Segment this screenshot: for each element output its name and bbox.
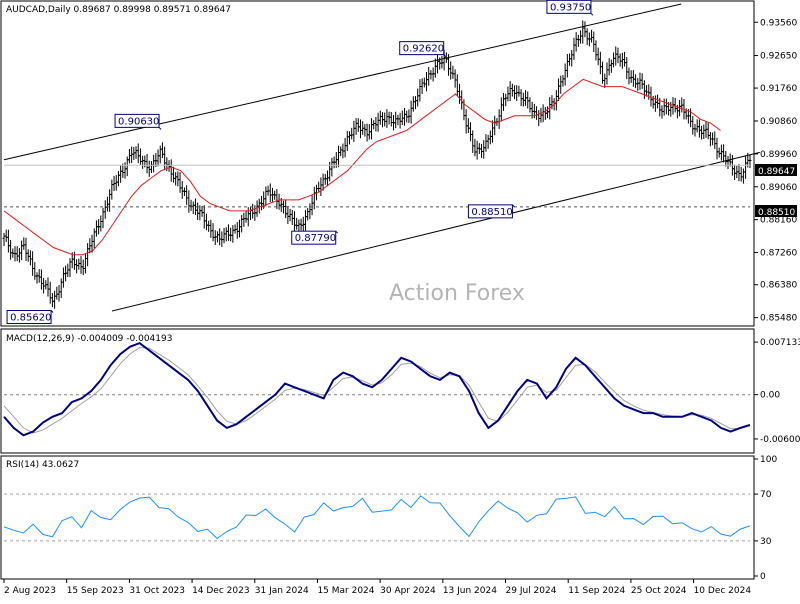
rsi-y-tick-label: 30 [760,537,772,547]
price-callout: 0.88510 [467,204,515,219]
x-tick-label: 15 Mar 2024 [317,586,374,596]
callout-label: 0.88510 [471,207,512,218]
rsi-title: RSI(14) 43.0627 [6,460,79,470]
rsi-layer [3,493,751,542]
rsi-y-tick-label: 0 [760,572,766,582]
y-tick-label: 0.89960 [760,150,797,160]
macd-y-tick-label: -0.006003 [760,435,800,445]
x-tick-label: 15 Sep 2023 [67,586,124,596]
rsi-y-tick-label: 70 [760,490,772,500]
price-callout: 0.85620 [6,309,54,324]
price-callout: 0.92620 [399,41,447,57]
x-tick-label: 14 Dec 2023 [192,586,250,596]
y-tick-label: 0.92650 [760,52,797,62]
x-tick-label: 31 Oct 2023 [129,586,185,596]
y-tick-label: 0.91760 [760,84,797,94]
macd-layer [3,341,751,437]
y-tick-label: 0.86380 [760,281,797,291]
y-tick-label: 0.90860 [760,117,797,127]
price-callout: 0.87790 [291,230,339,245]
current-price-tag: 0.89647 [758,167,795,177]
x-tick-label: 30 Apr 2024 [380,586,436,596]
price-callout: 0.90630 [114,113,162,130]
x-tick-label: 31 Jan 2024 [255,586,309,596]
x-tick-label: 29 Jul 2024 [506,586,557,596]
main-panel-frame [0,0,755,327]
callout-label: 0.87790 [295,233,336,244]
y-tick-label: 0.89060 [760,183,797,193]
macd-y-tick-label: 0.00 [760,391,780,401]
price-bar [748,154,752,169]
price-callouts-layer: 0.85620 0.90630 0.87790 0.92620 0.88510 0.937… [6,0,594,324]
y-tick-label: 0.85480 [760,314,797,324]
macd-title: MACD(12,26,9) -0.004009 -0.004193 [6,334,172,344]
y-tick-label: 0.88160 [760,216,797,226]
symbol-ohlc-title: AUDCAD,Daily 0.89687 0.89998 0.89571 0.8… [6,5,231,15]
x-tick-label: 25 Oct 2024 [631,586,687,596]
x-tick-label: 10 Dec 2024 [694,586,752,596]
x-tick-label: 11 Sep 2024 [568,586,625,596]
macd-y-tick-label: 0.007133 [760,338,800,348]
watermark: Action Forex [389,281,525,306]
price-callout: 0.93750 [546,0,594,16]
rsi-line [3,495,751,540]
y-tick-label: 0.87260 [760,249,797,259]
macd-panel-frame [0,328,755,454]
level-price-tag: 0.88510 [758,208,795,218]
callout-label: 0.92620 [403,44,444,55]
axis-labels-layer: 0.93560 0.92650 0.91760 0.90860 0.89960 0.890… [3,18,800,596]
channel-upper-line [3,3,682,161]
macd-line [3,341,751,437]
price-bars-layer [2,20,752,309]
callout-label: 0.85620 [10,312,51,323]
current-price-tag-bg [755,164,797,176]
moving-average-line [3,78,721,256]
rsi-panel-frame [0,455,755,580]
callout-label: 0.90630 [118,116,159,127]
price-overlays-layer [3,3,760,312]
level-price-tag-bg [755,205,797,217]
x-tick-label: 2 Aug 2023 [4,586,56,596]
callout-label: 0.93750 [550,2,591,13]
channel-lower-line [111,151,760,312]
y-tick-label: 0.93560 [760,18,797,28]
x-tick-label: 13 Jun 2024 [443,586,497,596]
rsi-y-tick-label: 100 [760,455,777,465]
